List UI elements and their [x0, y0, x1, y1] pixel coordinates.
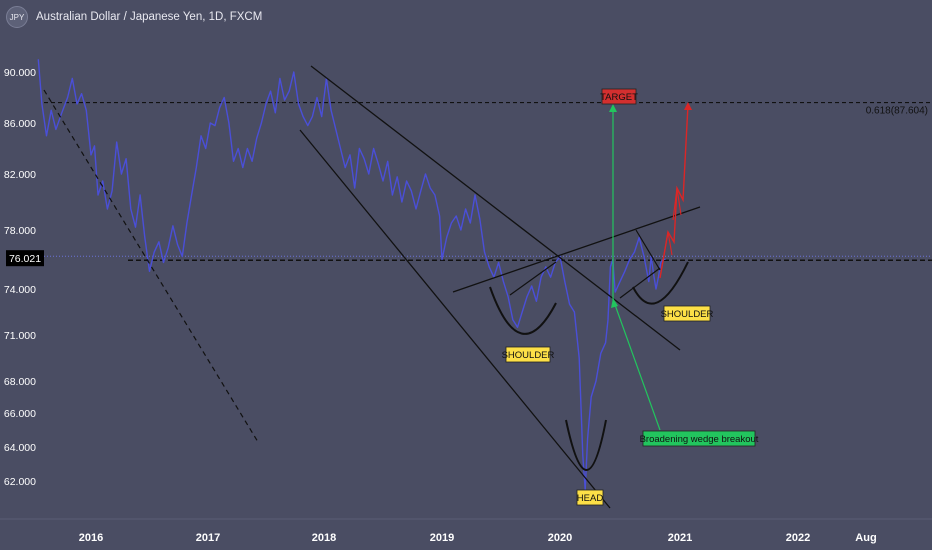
y-tick-label: 68.000 [4, 376, 36, 388]
y-tick-label: 82.000 [4, 169, 36, 181]
head-label: HEAD [576, 489, 604, 506]
y-tick-label: 78.000 [4, 225, 36, 237]
left-shoulder-label: SHOULDER [502, 346, 555, 363]
left-shoulder-line [509, 261, 557, 296]
left-shoulder-label-box [505, 346, 551, 363]
symbol-badge[interactable]: JPY [6, 6, 28, 28]
right-shoulder-label: SHOULDER [661, 305, 714, 322]
head-label-text: HEAD [577, 493, 604, 504]
projection-arrowhead [684, 102, 692, 110]
breakout-label-box [642, 430, 756, 447]
x-tick-label: 2021 [668, 532, 692, 544]
fib-level-label: 0.618(87.604) [866, 106, 928, 117]
head-label-box [576, 489, 604, 506]
breakout-arrowhead [611, 298, 618, 308]
downtrend-lower-line [299, 129, 611, 509]
x-tick-label: 2016 [79, 532, 103, 544]
chart-header: JPY Australian Dollar / Japanese Yen, 1D… [6, 6, 262, 28]
symbol-badge-text: JPY [9, 12, 25, 22]
x-tick-label: 2022 [786, 532, 810, 544]
y-tick-label: 90.000 [4, 67, 36, 79]
dashed-downtrend-line [43, 89, 259, 443]
head-curve [565, 419, 607, 471]
x-tick-label: 2017 [196, 532, 220, 544]
right-shoulder-label-text: SHOULDER [661, 309, 714, 320]
y-tick-label: 74.000 [4, 284, 36, 296]
target-label-text: TARGET [600, 92, 638, 103]
projection-sub-path [663, 187, 682, 256]
current-price-badge [6, 250, 44, 267]
right-shoulder-label-box [663, 305, 711, 322]
current-price-label: 76.021 [9, 253, 41, 265]
y-tick-label: 66.000 [4, 408, 36, 420]
y-tick-label: 64.000 [4, 442, 36, 454]
x-tick-label: 2018 [312, 532, 336, 544]
y-tick-label: 86.000 [4, 118, 36, 130]
chart-title: Australian Dollar / Japanese Yen, 1D, FX… [36, 11, 263, 23]
target-label: TARGET [600, 88, 638, 105]
breakout-arrow-line [613, 301, 661, 431]
wedge-line-upper [635, 229, 661, 271]
wedge-line-lower [619, 267, 661, 299]
y-tick-label: 62.000 [4, 476, 36, 488]
y-tick-label: 71.000 [4, 330, 36, 342]
downtrend-upper-line [310, 65, 681, 351]
target-arrowhead [609, 104, 617, 112]
x-tick-label: 2019 [430, 532, 454, 544]
breakout-label-text: Broadening wedge breakout [640, 434, 759, 445]
x-tick-label: Aug [855, 532, 876, 544]
neckline [452, 206, 701, 293]
breakout-label: Broadening wedge breakout [640, 430, 759, 447]
left-shoulder-curve [489, 286, 557, 335]
target-label-box [601, 88, 637, 105]
right-shoulder-curve [632, 261, 689, 305]
price-line [37, 59, 666, 491]
x-tick-label: 2020 [548, 532, 572, 544]
left-shoulder-label-text: SHOULDER [502, 350, 555, 361]
